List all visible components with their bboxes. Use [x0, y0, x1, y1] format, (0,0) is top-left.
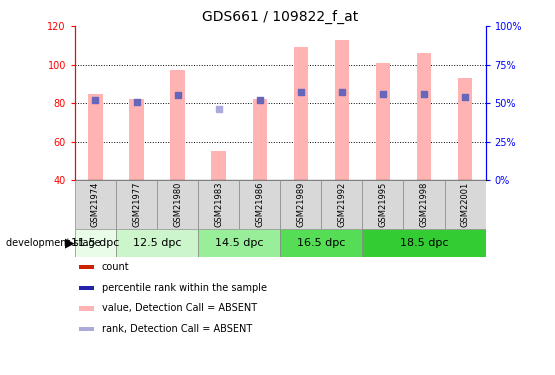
Bar — [280, 180, 321, 229]
Bar — [79, 306, 94, 310]
Text: GSM21986: GSM21986 — [255, 182, 264, 227]
Text: 14.5 dpc: 14.5 dpc — [215, 238, 264, 248]
Text: percentile rank within the sample: percentile rank within the sample — [102, 283, 266, 293]
Bar — [280, 229, 362, 257]
Bar — [116, 180, 157, 229]
Point — [420, 91, 428, 97]
Bar — [157, 180, 198, 229]
Text: 16.5 dpc: 16.5 dpc — [297, 238, 346, 248]
Title: GDS661 / 109822_f_at: GDS661 / 109822_f_at — [202, 10, 359, 24]
Point — [91, 97, 100, 103]
Bar — [321, 180, 362, 229]
Text: count: count — [102, 262, 129, 272]
Bar — [75, 180, 116, 229]
Bar — [211, 151, 226, 180]
Text: GSM21977: GSM21977 — [132, 182, 141, 227]
Point — [337, 89, 346, 95]
Bar — [362, 180, 403, 229]
Point — [132, 99, 141, 105]
Bar — [335, 40, 349, 180]
Text: GSM21974: GSM21974 — [91, 182, 100, 227]
Bar — [170, 70, 185, 180]
Text: 18.5 dpc: 18.5 dpc — [400, 238, 448, 248]
Bar — [75, 229, 116, 257]
Point — [255, 97, 264, 103]
Text: 12.5 dpc: 12.5 dpc — [133, 238, 181, 248]
Bar — [79, 327, 94, 331]
Point — [296, 89, 305, 95]
Text: GSM21995: GSM21995 — [379, 182, 387, 227]
Text: GSM21998: GSM21998 — [420, 182, 428, 227]
Bar — [239, 180, 280, 229]
Bar — [253, 99, 267, 180]
Point — [173, 93, 182, 99]
Bar — [88, 93, 103, 180]
Text: rank, Detection Call = ABSENT: rank, Detection Call = ABSENT — [102, 324, 252, 334]
Text: 11.5 dpc: 11.5 dpc — [71, 238, 120, 248]
Bar — [458, 78, 472, 180]
Bar — [198, 180, 239, 229]
Text: GSM21992: GSM21992 — [337, 182, 346, 227]
Point — [461, 94, 470, 100]
Bar — [79, 286, 94, 290]
Text: GSM21980: GSM21980 — [173, 182, 182, 227]
Bar — [362, 229, 486, 257]
Text: development stage: development stage — [6, 238, 100, 248]
Point — [214, 106, 223, 112]
Text: GSM21983: GSM21983 — [214, 182, 223, 227]
Bar — [403, 180, 445, 229]
Text: value, Detection Call = ABSENT: value, Detection Call = ABSENT — [102, 303, 257, 313]
Text: GSM21989: GSM21989 — [296, 182, 305, 227]
Text: ▶: ▶ — [64, 236, 74, 249]
Point — [379, 91, 387, 97]
Bar — [294, 47, 308, 180]
Bar — [79, 265, 94, 269]
Bar — [376, 63, 390, 180]
Bar — [116, 229, 198, 257]
Text: GSM22001: GSM22001 — [461, 182, 470, 227]
Bar — [129, 99, 144, 180]
Bar — [198, 229, 280, 257]
Bar — [445, 180, 486, 229]
Bar — [417, 53, 431, 180]
